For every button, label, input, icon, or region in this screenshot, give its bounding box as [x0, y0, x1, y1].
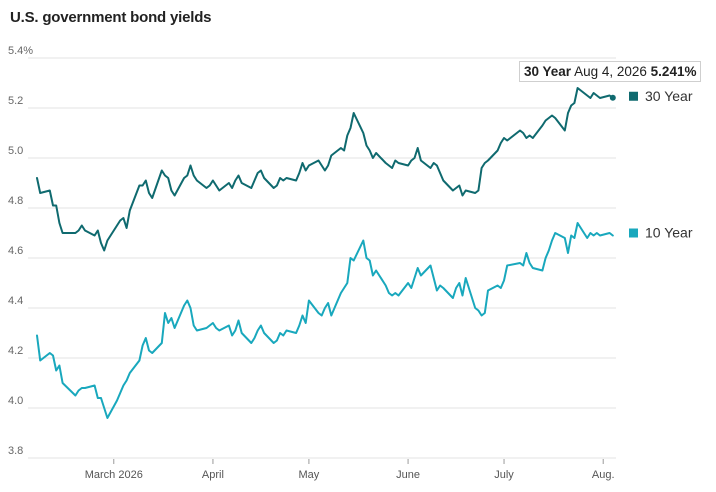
y-tick-label: 4.0 [8, 395, 23, 407]
y-tick-label: 5.4% [8, 45, 33, 57]
gridlines [28, 57, 616, 459]
legend-swatch [629, 228, 638, 238]
legend: 30 Year 10 Year [629, 88, 693, 241]
series-line-10-year [36, 222, 614, 419]
tooltip-value: 5.241% [650, 64, 697, 79]
y-tick-label: 4.4 [8, 295, 23, 307]
y-tick-label: 5.2 [8, 95, 23, 107]
tooltip-date: Aug 4, 2026 [574, 64, 647, 79]
x-tick-label: April [202, 469, 224, 481]
x-tick-label: June [396, 469, 420, 481]
x-tick-label: May [299, 469, 320, 481]
legend-label: 10 Year [645, 225, 693, 241]
x-axis-ticks: March 2026 April May June July Aug. [85, 459, 615, 481]
y-tick-label: 5.0 [8, 145, 23, 157]
hover-point-marker [609, 94, 616, 101]
series-lines [36, 87, 616, 419]
chart-title: U.S. government bond yields [10, 9, 212, 26]
y-tick-label: 4.6 [8, 245, 23, 257]
y-tick-label: 4.8 [8, 195, 23, 207]
hover-tooltip: 30 Year Aug 4, 2026 5.241% [519, 61, 702, 82]
x-tick-label: Aug. [592, 469, 615, 481]
y-axis-ticks: 3.8 4.0 4.2 4.4 4.6 4.8 5.0 5.2 5.4% [8, 45, 33, 457]
x-tick-label: July [494, 469, 514, 481]
legend-label: 30 Year [645, 88, 693, 104]
series-line-30-year [36, 87, 614, 252]
y-tick-label: 4.2 [8, 345, 23, 357]
tooltip-series: 30 Year [524, 64, 572, 79]
legend-swatch [629, 91, 638, 101]
x-tick-label: March 2026 [85, 469, 143, 481]
y-tick-label: 3.8 [8, 445, 23, 457]
